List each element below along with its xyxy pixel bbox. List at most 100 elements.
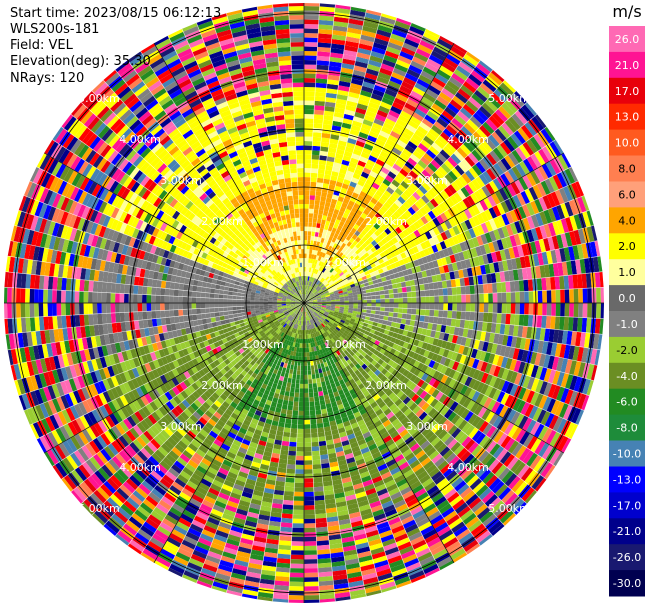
range-gate: [357, 296, 363, 301]
range-gate: [169, 532, 184, 544]
range-gate: [493, 430, 504, 444]
range-gate: [326, 297, 331, 300]
range-gate: [356, 326, 362, 332]
range-gate: [383, 201, 392, 210]
range-gate: [384, 546, 400, 556]
range-gate: [251, 461, 261, 469]
range-gate: [453, 191, 463, 203]
range-gate: [501, 292, 507, 303]
range-gate: [471, 93, 485, 106]
range-gate: [478, 60, 493, 73]
range-gate: [328, 392, 335, 399]
range-gate: [501, 122, 514, 136]
range-gate: [353, 340, 359, 346]
range-gate: [453, 444, 465, 456]
range-gate: [516, 192, 526, 206]
range-gate: [512, 347, 520, 361]
range-gate: [181, 487, 194, 498]
range-gate: [304, 60, 317, 65]
range-gate: [316, 294, 321, 298]
range-gate: [433, 195, 443, 206]
range-gate: [335, 297, 340, 300]
range-gate: [318, 266, 323, 271]
range-gate: [546, 398, 557, 413]
range-gate: [304, 217, 309, 223]
range-gate: [314, 250, 318, 256]
range-gate: [332, 286, 337, 291]
range-gate: [324, 201, 331, 208]
range-gate: [279, 326, 285, 331]
range-gate: [344, 452, 355, 460]
range-gate: [377, 572, 393, 582]
range-gate: [402, 292, 408, 298]
range-gate: [478, 435, 490, 448]
range-gate: [456, 362, 464, 373]
range-gate: [443, 332, 450, 342]
range-gate: [297, 306, 301, 310]
range-gate: [305, 280, 308, 286]
range-gate: [515, 163, 527, 177]
range-gate: [366, 106, 379, 114]
range-gate: [387, 516, 401, 526]
range-gate: [465, 100, 479, 113]
range-gate: [432, 548, 448, 560]
range-gate: [307, 240, 311, 245]
range-gate: [431, 124, 443, 136]
range-gate: [312, 304, 318, 307]
range-gate: [346, 247, 353, 253]
range-gate: [393, 249, 401, 256]
range-gate: [346, 241, 353, 247]
range-gate: [421, 499, 434, 510]
range-gate: [539, 225, 548, 239]
range-gate: [510, 258, 518, 270]
range-gate: [408, 64, 423, 75]
range-gate: [129, 493, 143, 506]
range-gate: [319, 228, 324, 234]
range-gate: [558, 403, 569, 419]
range-gate: [359, 408, 367, 416]
range-gate: [298, 347, 302, 353]
range-gate: [290, 428, 298, 434]
range-gate: [304, 226, 308, 232]
range-gate: [377, 24, 393, 34]
range-gate: [467, 388, 477, 400]
range-gate: [532, 184, 543, 199]
range-gate: [550, 276, 556, 290]
range-gate: [447, 237, 456, 247]
range-gate: [497, 215, 506, 228]
range-gate: [438, 91, 453, 103]
range-gate: [438, 202, 448, 213]
range-gate: [328, 143, 338, 149]
range-gate: [287, 340, 292, 346]
range-gate: [203, 454, 214, 463]
range-gate: [292, 374, 297, 380]
range-gate: [336, 385, 343, 392]
range-gate: [450, 153, 462, 165]
range-gate: [460, 125, 473, 138]
range-gate: [515, 257, 522, 270]
range-gate: [450, 45, 466, 58]
range-gate: [280, 526, 293, 533]
range-gate: [304, 172, 311, 178]
range-gate: [365, 68, 380, 77]
range-gate: [304, 307, 307, 312]
range-gate: [412, 446, 423, 456]
range-gate: [446, 246, 454, 256]
range-gate: [438, 332, 445, 341]
range-gate: [348, 511, 362, 519]
range-gate: [304, 181, 311, 187]
range-gate: [564, 289, 570, 303]
range-gate: [526, 419, 537, 434]
range-gate: [479, 293, 484, 303]
range-gate: [315, 82, 327, 89]
range-gate: [346, 287, 352, 292]
range-gate: [343, 150, 353, 158]
range-gate: [378, 400, 387, 409]
range-gate: [406, 255, 414, 263]
range-gate: [493, 89, 508, 103]
range-gate: [434, 251, 441, 260]
range-gate: [469, 285, 475, 295]
range-gate: [275, 355, 281, 361]
range-gate: [207, 550, 222, 560]
range-gate: [393, 350, 401, 357]
